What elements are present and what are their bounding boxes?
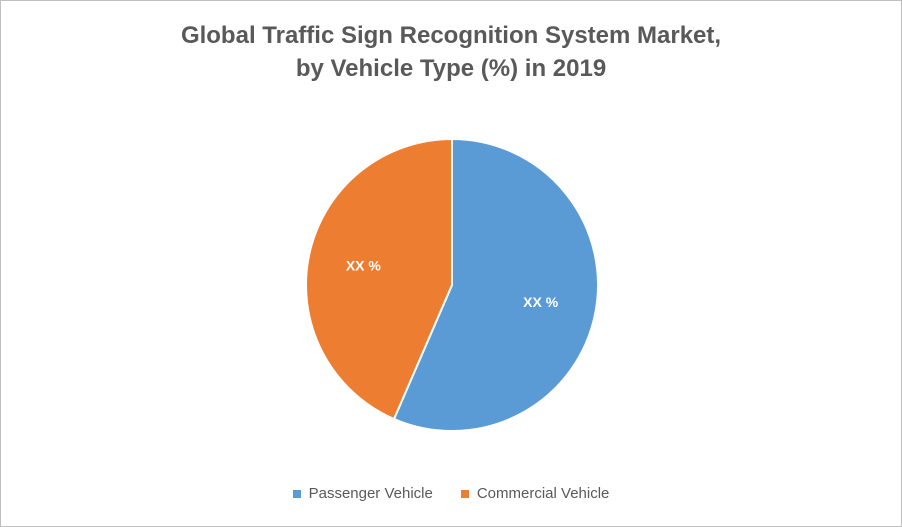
legend-label-passenger-vehicle: Passenger Vehicle xyxy=(308,485,433,502)
legend-item-passenger-vehicle: Passenger Vehicle xyxy=(292,485,433,502)
legend-swatch-passenger-vehicle xyxy=(292,489,301,498)
data-label-commercial-vehicle: XX % xyxy=(346,257,382,273)
legend-label-commercial-vehicle: Commercial Vehicle xyxy=(476,485,610,502)
pie-slice-passenger-vehicle xyxy=(392,137,599,432)
pie-slice-commercial-vehicle xyxy=(305,137,453,421)
chart-title: Global Traffic Sign Recognition System M… xyxy=(1,19,901,85)
legend-item-commercial-vehicle: Commercial Vehicle xyxy=(460,485,610,502)
chart-title-line-2: by Vehicle Type (%) in 2019 xyxy=(295,55,607,82)
legend: Passenger Vehicle Commercial Vehicle xyxy=(1,485,901,502)
data-label-passenger-vehicle: XX % xyxy=(523,294,559,310)
legend-swatch-commercial-vehicle xyxy=(460,489,469,498)
chart-title-line-1: Global Traffic Sign Recognition System M… xyxy=(180,22,722,49)
